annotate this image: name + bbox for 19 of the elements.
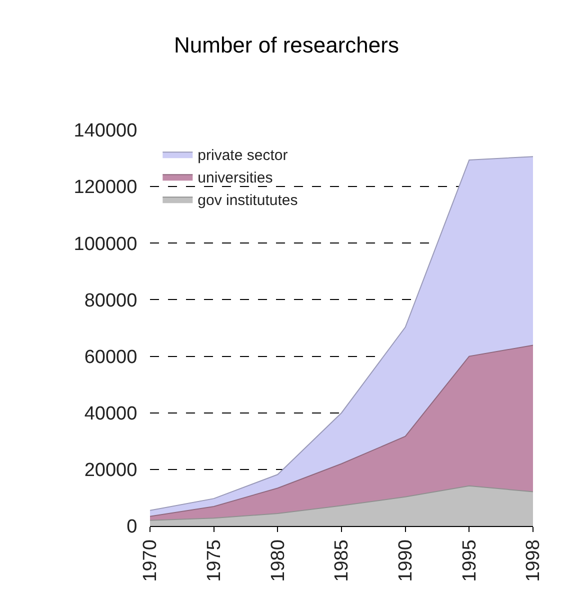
y-tick-label: 40000 <box>84 404 138 425</box>
legend-label: gov institututes <box>198 192 298 210</box>
x-tick-label: 1998 <box>523 540 544 582</box>
legend-label: private sector <box>198 147 288 164</box>
x-tick-label: 1995 <box>459 540 480 582</box>
x-tick-label: 1985 <box>332 540 353 582</box>
x-tick-label: 1990 <box>396 540 417 582</box>
y-tick-label: 80000 <box>84 290 138 312</box>
y-tick-label: 60000 <box>84 346 138 368</box>
x-tick-label: 1980 <box>268 540 289 582</box>
y-tick-label: 20000 <box>84 460 138 482</box>
chart-title: Number of researchers <box>174 32 399 58</box>
y-tick-label: 100000 <box>74 234 138 255</box>
x-tick-label: 1970 <box>140 540 162 582</box>
y-tick-label: 0 <box>126 516 138 538</box>
y-tick-label: 120000 <box>74 177 138 198</box>
y-tick-label: 140000 <box>74 120 138 142</box>
x-tick-label: 1975 <box>204 540 226 582</box>
legend-label: universities <box>198 170 273 187</box>
